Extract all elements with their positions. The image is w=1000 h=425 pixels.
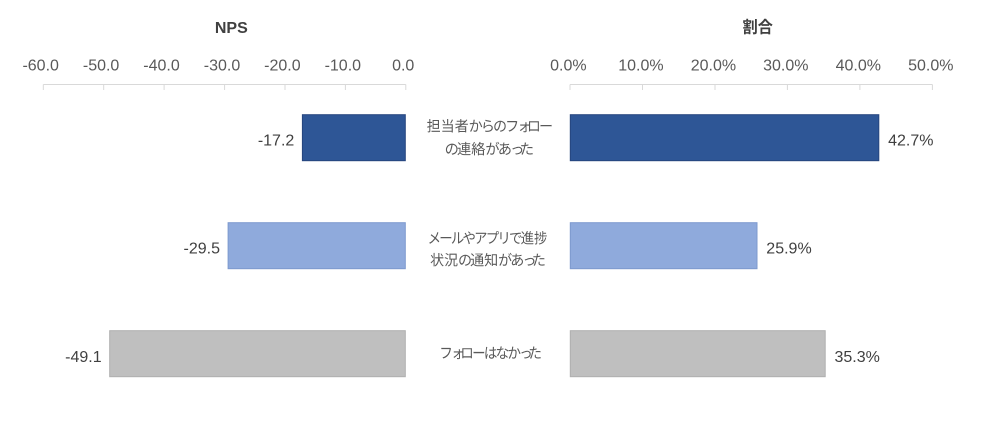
svg-text:25.9%: 25.9%	[766, 241, 811, 258]
svg-text:0.0: 0.0	[392, 57, 414, 74]
svg-text:-49.1: -49.1	[65, 349, 102, 366]
svg-text:50.0%: 50.0%	[908, 57, 953, 74]
svg-text:40.0%: 40.0%	[836, 57, 881, 74]
svg-text:-30.0: -30.0	[204, 57, 241, 74]
svg-text:-10.0: -10.0	[325, 57, 362, 74]
svg-text:20.0%: 20.0%	[691, 57, 736, 74]
svg-text:-40.0: -40.0	[143, 57, 180, 74]
svg-text:35.3%: 35.3%	[835, 349, 880, 366]
svg-text:-29.5: -29.5	[184, 241, 221, 258]
svg-text:-50.0: -50.0	[83, 57, 120, 74]
svg-text:NPS: NPS	[215, 20, 248, 37]
svg-text:30.0%: 30.0%	[763, 57, 808, 74]
svg-text:42.7%: 42.7%	[888, 133, 933, 150]
svg-text:0.0%: 0.0%	[550, 57, 586, 74]
svg-text:-60.0: -60.0	[22, 57, 59, 74]
svg-text:-20.0: -20.0	[264, 57, 301, 74]
svg-text:10.0%: 10.0%	[618, 57, 663, 74]
svg-text:-17.2: -17.2	[258, 133, 295, 150]
